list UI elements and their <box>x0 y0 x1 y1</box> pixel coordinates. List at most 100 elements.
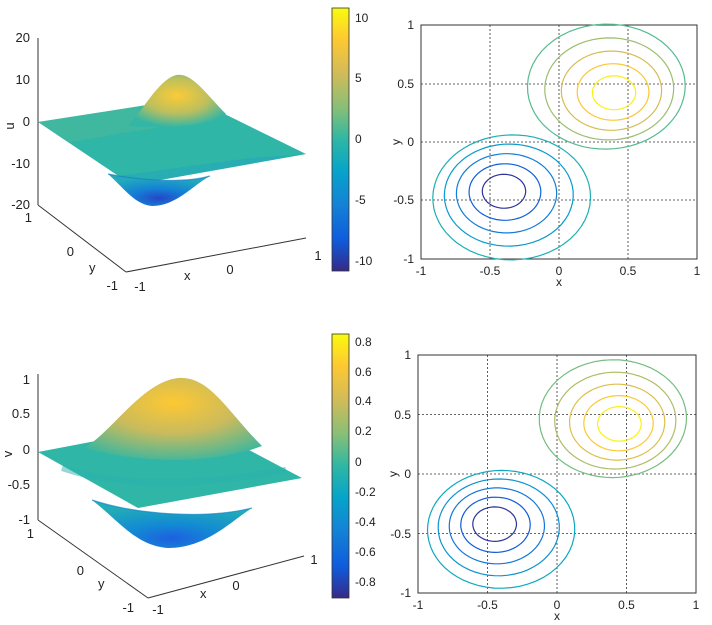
surface <box>38 377 302 548</box>
x-axis-label: x <box>556 275 562 289</box>
surface-trough-rim <box>91 499 253 516</box>
contour-level <box>560 50 663 131</box>
surface <box>38 74 306 206</box>
surface-peak <box>128 74 226 128</box>
y-axis-label: y <box>386 471 400 477</box>
contour-level <box>481 173 527 209</box>
z-axis-label: u <box>2 122 17 129</box>
x-tick: 1 <box>693 598 700 612</box>
x-ticks: -1 -0.5 0 0.5 1 <box>413 598 700 612</box>
colorbar-tick: 0.4 <box>355 394 372 408</box>
x-tick: 1 <box>310 552 317 567</box>
surface-trough-rim <box>107 173 211 182</box>
y-tick: 0.5 <box>397 77 414 91</box>
colorbar-tick: 0.6 <box>355 365 372 379</box>
x-tick: -0.5 <box>480 264 501 278</box>
y-ticks: 1 0.5 0 -0.5 -1 <box>390 348 411 600</box>
contour-lines <box>426 359 688 589</box>
x-tick: 0 <box>554 598 561 612</box>
y-tick: -0.5 <box>393 193 414 207</box>
surface-front-shade <box>118 154 306 185</box>
x-tick: 0.5 <box>618 598 635 612</box>
surface-trough <box>108 174 210 206</box>
colorbar-bar <box>331 7 350 272</box>
x-tick: -0.5 <box>477 598 498 612</box>
x-tick: 1 <box>314 248 321 263</box>
colorbar-tick: 0 <box>355 132 362 146</box>
z-tick: -0.5 <box>8 477 30 492</box>
contour-level <box>554 371 677 470</box>
v-surface-plot: 1 0.5 0 -0.5 -1 v 1 0 -1 y -1 0 1 x <box>0 333 376 617</box>
surface-trough <box>92 500 252 548</box>
u-contour-plot: 1 0.5 0 -0.5 -1 -1 -0.5 0 0.5 1 x y <box>389 18 701 289</box>
x-tick: -1 <box>413 598 424 612</box>
colorbar-tick: 10 <box>355 11 369 25</box>
colorbar-tick: 5 <box>355 71 362 85</box>
colorbar-tick: -0.4 <box>355 515 376 529</box>
contour-level <box>460 496 531 554</box>
x-ticks: -1 0 1 <box>134 248 321 294</box>
colorbar: 0.8 0.6 0.4 0.2 0 -0.2 -0.4 -0.6 -0.8 <box>331 333 376 599</box>
contour-level <box>538 359 688 479</box>
colorbar-tick: -10 <box>355 254 373 268</box>
contour-level <box>426 469 576 589</box>
y-tick: -0.5 <box>390 527 411 541</box>
y-ticks: 1 0 -1 <box>27 526 134 615</box>
contour-level <box>437 478 560 577</box>
y-tick: -1 <box>400 586 411 600</box>
contour-level <box>591 75 637 111</box>
colorbar: 10 5 0 -5 -10 <box>331 7 373 272</box>
z-ticks: 1 0.5 0 -0.5 -1 <box>8 372 30 527</box>
contour-level <box>569 383 666 461</box>
x-tick: -1 <box>134 279 146 294</box>
contour-level <box>576 63 650 121</box>
u-surface-plot: 20 10 0 -10 -20 u 1 0 -1 y -1 0 1 x <box>2 7 373 294</box>
colorbar-tick: -0.6 <box>355 545 376 559</box>
y-tick: 1 <box>27 526 34 541</box>
colorbar-tick: -0.2 <box>355 485 376 499</box>
contour-level <box>448 487 545 565</box>
y-tick: -1 <box>403 252 414 266</box>
contour-level <box>443 143 574 247</box>
x-tick: 0 <box>232 578 239 593</box>
colorbar-tick: -0.8 <box>355 575 376 589</box>
y-tick: 0 <box>404 467 411 481</box>
contour-level <box>596 405 642 442</box>
y-tick: 1 <box>407 18 414 32</box>
colorbar-tick: -5 <box>355 193 366 207</box>
z-tick: -10 <box>11 156 30 171</box>
z-tick: 0.5 <box>12 406 30 421</box>
colorbar-tick: 0.2 <box>355 424 372 438</box>
y-ticks: 1 0 -1 <box>25 210 118 293</box>
axis-frame <box>37 38 307 273</box>
y-tick: 0 <box>67 244 74 259</box>
v-contour-plot: 1 0.5 0 -0.5 -1 -1 -0.5 0 0.5 1 x y <box>386 348 700 623</box>
surface-peak <box>84 377 262 460</box>
contour-level <box>526 23 686 150</box>
z-tick: 20 <box>16 30 30 45</box>
x-tick: -1 <box>152 602 164 617</box>
z-tick: 1 <box>23 372 30 387</box>
contour-level <box>468 163 542 221</box>
x-tick: 1 <box>694 264 701 278</box>
y-tick: 1 <box>25 210 32 225</box>
z-tick: 0 <box>23 442 30 457</box>
x-tick: 0 <box>226 262 233 277</box>
contour-level <box>472 506 518 543</box>
contour-level <box>432 134 592 261</box>
x-axis-label: x <box>184 268 191 283</box>
x-tick: 0.5 <box>620 264 637 278</box>
z-tick: 10 <box>16 72 30 87</box>
y-axis-label: y <box>98 576 105 591</box>
x-tick: -1 <box>416 264 427 278</box>
x-ticks: -1 -0.5 0 0.5 1 <box>416 264 701 278</box>
y-tick: 0 <box>407 135 414 149</box>
x-ticks: -1 0 1 <box>152 552 317 617</box>
y-tick: 0.5 <box>394 408 411 422</box>
colorbar-tick: 0 <box>355 455 362 469</box>
z-axis-label: v <box>0 450 15 457</box>
contour-level <box>455 153 558 234</box>
x-tick: 0 <box>556 264 563 278</box>
y-axis-label: y <box>89 260 96 275</box>
